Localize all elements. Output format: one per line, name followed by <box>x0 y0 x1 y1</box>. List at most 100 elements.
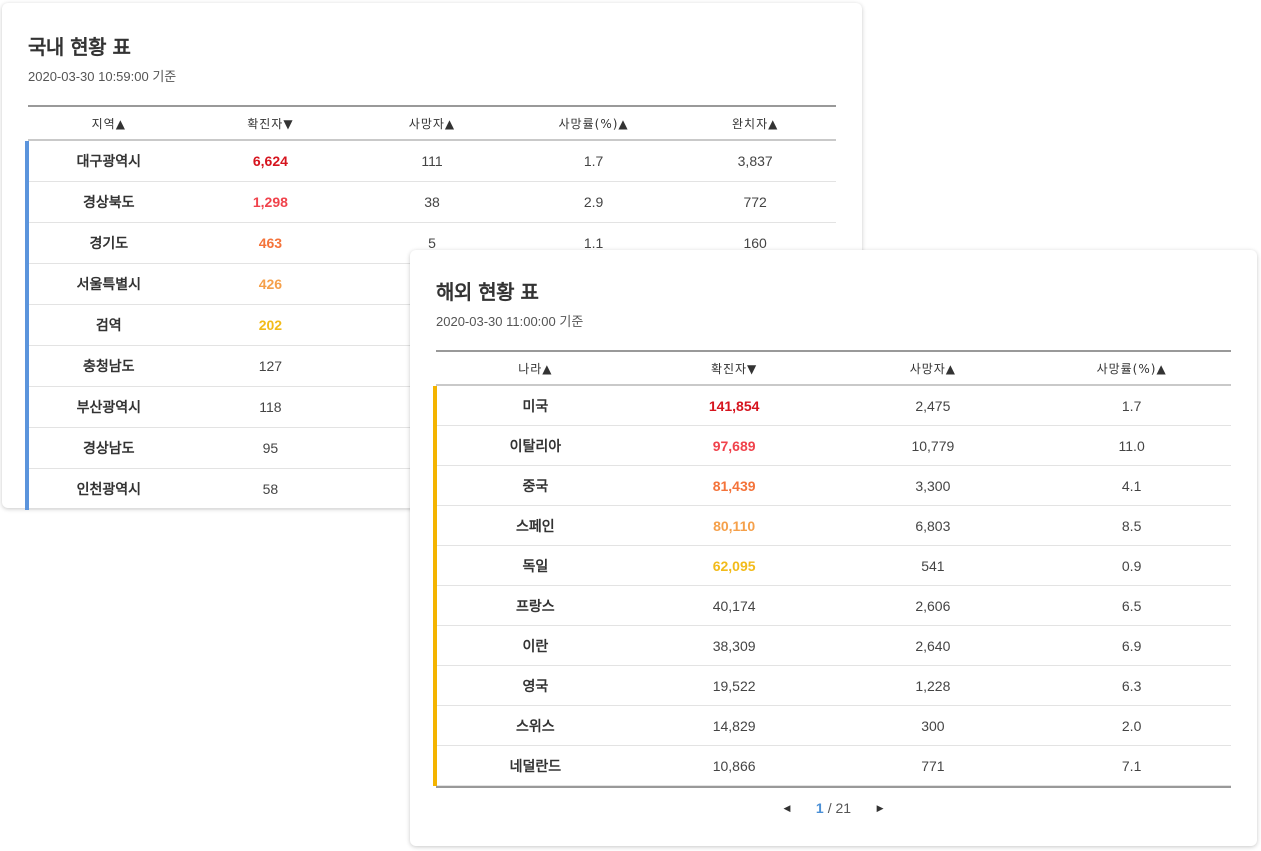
cell-name: 이란 <box>522 638 549 655</box>
domestic-table-header: 지역▲ 확진자▼ 사망자▲ 사망률(%)▲ 완치자▲ <box>28 107 836 141</box>
cell-name: 미국 <box>522 398 549 415</box>
cell-confirmed: 62,095 <box>712 557 756 574</box>
cell-rate: 6.3 <box>1121 677 1142 694</box>
cell-rate: 6.5 <box>1121 597 1142 614</box>
cell-deaths: 771 <box>921 757 945 774</box>
cell-recovered: 3,837 <box>737 153 773 169</box>
sort-deaths-header[interactable]: 사망자▲ <box>408 116 456 131</box>
cell-deaths: 2,606 <box>915 597 951 614</box>
cell-confirmed: 14,829 <box>712 717 756 734</box>
cell-rate: 11.0 <box>1118 437 1145 454</box>
cell-deaths: 6,803 <box>915 517 951 534</box>
cell-deaths: 3,300 <box>915 477 951 494</box>
overseas-table-header: 나라▲ 확진자▼ 사망자▲ 사망률(%)▲ <box>436 352 1231 386</box>
cell-deaths: 38 <box>424 194 440 210</box>
table-row: 영국 19,522 1,228 6.3 <box>436 666 1231 706</box>
cell-deaths: 2,640 <box>915 637 951 654</box>
sort-deaths-header[interactable]: 사망자▲ <box>909 361 957 376</box>
cell-confirmed: 1,298 <box>252 194 288 210</box>
cell-name: 스페인 <box>516 518 555 535</box>
cell-rate: 7.1 <box>1121 757 1142 774</box>
cell-rate: 0.9 <box>1121 557 1142 574</box>
sort-recovered-header[interactable]: 완치자▲ <box>731 116 779 131</box>
cell-recovered: 160 <box>743 235 767 251</box>
cell-rate: 8.5 <box>1121 517 1142 534</box>
sort-confirmed-header[interactable]: 확진자▼ <box>710 361 758 376</box>
cell-confirmed: 202 <box>258 317 283 333</box>
cell-confirmed: 19,522 <box>712 677 756 694</box>
table-row: 프랑스 40,174 2,606 6.5 <box>436 586 1231 626</box>
cell-deaths: 1,228 <box>915 677 951 694</box>
cell-name: 경상북도 <box>83 195 135 211</box>
cell-name: 부산광역시 <box>76 400 141 416</box>
overseas-table: 나라▲ 확진자▼ 사망자▲ 사망률(%)▲ 미국 141,854 2,475 1.7 이… <box>433 350 1231 788</box>
cell-confirmed: 38,309 <box>712 637 756 654</box>
pagination: ◀ 1 / 21 ▶ <box>436 800 1231 816</box>
total-pages: / 21 <box>827 800 852 816</box>
cell-deaths: 300 <box>921 717 945 734</box>
cell-name: 프랑스 <box>516 598 555 615</box>
cell-name: 이탈리아 <box>509 438 562 455</box>
cell-name: 대구광역시 <box>76 154 141 170</box>
cell-rate: 2.9 <box>583 194 604 210</box>
cell-name: 충청남도 <box>83 359 135 375</box>
table-row: 대구광역시 6,624 111 1.7 3,837 <box>28 141 836 182</box>
cell-deaths: 10,779 <box>911 437 955 454</box>
sort-confirmed-header[interactable]: 확진자▼ <box>247 116 294 131</box>
cell-name: 독일 <box>522 558 549 575</box>
cell-name: 중국 <box>522 478 549 495</box>
cell-name: 인천광역시 <box>76 482 141 498</box>
overseas-title: 해외 현황 표 <box>436 280 539 304</box>
cell-confirmed: 40,174 <box>712 597 756 614</box>
overseas-timestamp: 2020-03-30 11:00:00 기준 <box>436 314 584 329</box>
cell-rate: 1.7 <box>1121 397 1142 414</box>
sort-death-rate-header[interactable]: 사망률(%)▲ <box>558 116 629 131</box>
cell-confirmed: 463 <box>258 235 283 251</box>
cell-rate: 4.1 <box>1121 477 1142 494</box>
cell-confirmed: 97,689 <box>712 437 756 454</box>
cell-confirmed: 6,624 <box>252 153 288 169</box>
caret-right-icon[interactable]: ▶ <box>876 802 884 813</box>
cell-rate: 2.0 <box>1121 717 1142 734</box>
overseas-status-card: 해외 현황 표 2020-03-30 11:00:00 기준 나라▲ 확진자▼ … <box>410 250 1257 846</box>
cell-confirmed: 141,854 <box>708 397 760 414</box>
cell-name: 스위스 <box>516 718 555 735</box>
cell-rate: 1.7 <box>583 153 604 169</box>
cell-confirmed: 81,439 <box>712 477 756 494</box>
table-row: 중국 81,439 3,300 4.1 <box>436 466 1231 506</box>
table-row: 경상북도 1,298 38 2.9 772 <box>28 182 836 223</box>
cell-rate: 6.9 <box>1121 637 1142 654</box>
caret-left-icon[interactable]: ◀ <box>783 802 791 813</box>
cell-name: 검역 <box>95 318 122 334</box>
cell-name: 경기도 <box>89 236 129 252</box>
cell-deaths: 5 <box>428 235 436 251</box>
cell-confirmed: 80,110 <box>713 517 756 534</box>
cell-name: 경상남도 <box>83 441 135 457</box>
cell-confirmed: 426 <box>258 276 283 292</box>
cell-name: 서울특별시 <box>76 277 141 293</box>
sort-death-rate-header[interactable]: 사망률(%)▲ <box>1096 361 1167 376</box>
sort-country-header[interactable]: 나라▲ <box>518 361 553 376</box>
cell-rate: 1.1 <box>583 235 604 251</box>
table-row: 독일 62,095 541 0.9 <box>436 546 1231 586</box>
sort-region-header[interactable]: 지역▲ <box>91 116 126 131</box>
cell-deaths: 111 <box>421 153 443 169</box>
table-row: 스위스 14,829 300 2.0 <box>436 706 1231 746</box>
table-row: 이란 38,309 2,640 6.9 <box>436 626 1231 666</box>
cell-confirmed: 58 <box>262 481 279 497</box>
cell-name: 네덜란드 <box>509 758 562 775</box>
table-row: 이탈리아 97,689 10,779 11.0 <box>436 426 1231 466</box>
cell-name: 영국 <box>522 678 549 695</box>
overseas-table-body: 미국 141,854 2,475 1.7 이탈리아 97,689 10,779 11.0 중국 8… <box>433 386 1231 786</box>
cell-confirmed: 127 <box>258 358 283 374</box>
cell-confirmed: 95 <box>262 440 279 456</box>
cell-deaths: 541 <box>921 557 945 574</box>
cell-confirmed: 10,866 <box>712 757 756 774</box>
current-page: 1 <box>815 800 824 816</box>
cell-recovered: 772 <box>743 194 767 210</box>
cell-confirmed: 118 <box>259 399 282 415</box>
table-row: 미국 141,854 2,475 1.7 <box>436 386 1231 426</box>
domestic-timestamp: 2020-03-30 10:59:00 기준 <box>28 69 177 84</box>
cell-deaths: 2,475 <box>915 397 951 414</box>
table-row: 네덜란드 10,866 771 7.1 <box>436 746 1231 786</box>
